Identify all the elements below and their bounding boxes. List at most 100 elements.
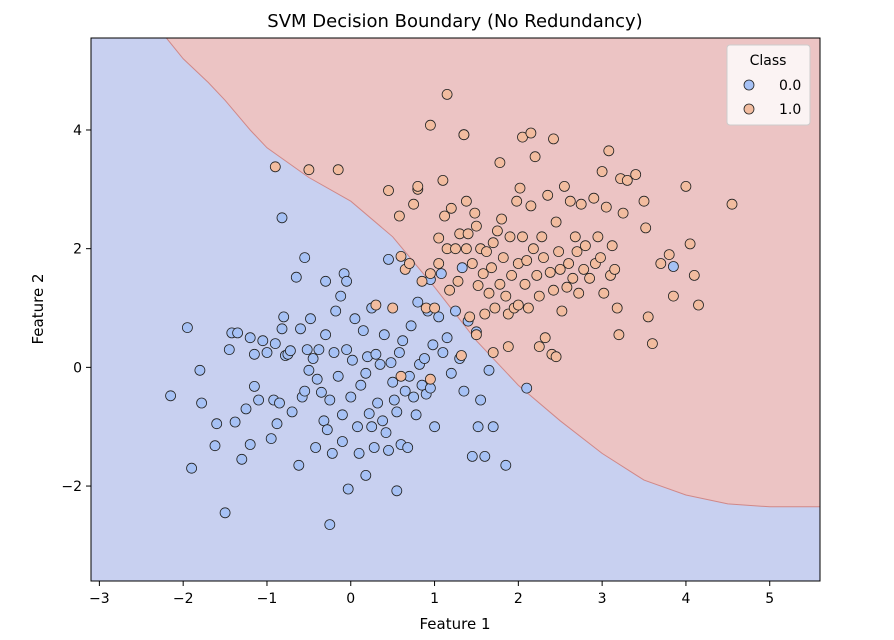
data-point-class-1-60 xyxy=(533,290,545,302)
data-point-class-0-20 xyxy=(265,433,277,445)
data-point-class-1-21 xyxy=(452,275,464,287)
data-point-class-0-37 xyxy=(303,364,315,376)
data-point-class-1-12 xyxy=(424,268,436,280)
data-point-class-1-55 xyxy=(523,302,534,314)
data-point-class-1-7 xyxy=(403,258,415,269)
data-point-class-1-94 xyxy=(609,263,621,275)
data-point-class-0-5 xyxy=(211,418,223,430)
x-tick-label: −2 xyxy=(173,591,194,607)
data-point-class-1-44 xyxy=(500,290,512,302)
data-point-class-0-23 xyxy=(271,418,283,430)
data-point-class-0-63 xyxy=(357,325,369,337)
data-point-class-1-115 xyxy=(441,89,453,100)
data-point-class-1-82 xyxy=(580,240,591,252)
data-point-class-1-128 xyxy=(424,373,436,385)
data-point-class-0-32 xyxy=(293,459,305,471)
data-point-class-1-124 xyxy=(460,195,472,207)
data-point-class-1-52 xyxy=(517,231,528,243)
y-axis-ticks: −2 0 2 4 xyxy=(61,123,91,495)
data-point-class-0-110 xyxy=(475,394,487,406)
data-point-class-0-58 xyxy=(346,354,358,366)
x-tick-label: 4 xyxy=(681,591,690,607)
data-point-class-0-83 xyxy=(399,385,411,397)
data-point-class-1-69 xyxy=(553,246,564,258)
x-tick-label: 3 xyxy=(598,591,607,607)
data-point-class-0-103 xyxy=(450,305,461,317)
data-point-class-1-91 xyxy=(603,145,615,157)
data-point-class-1-1 xyxy=(303,164,315,176)
data-point-class-0-129 xyxy=(360,469,372,481)
data-point-class-0-48 xyxy=(326,447,338,459)
data-point-class-0-117 xyxy=(320,275,332,287)
data-point-class-0-126 xyxy=(391,485,403,497)
y-tick-label: 2 xyxy=(73,242,82,258)
scatter-points xyxy=(165,89,738,530)
data-point-class-0-73 xyxy=(378,329,390,341)
data-point-class-1-63 xyxy=(539,332,551,344)
data-point-class-1-40 xyxy=(491,225,503,237)
data-point-class-0-68 xyxy=(368,442,380,453)
data-point-class-0-35 xyxy=(299,385,311,397)
data-point-class-0-112 xyxy=(483,364,495,376)
data-point-class-0-1 xyxy=(181,322,193,334)
data-point-class-0-128 xyxy=(209,440,221,452)
data-point-class-1-54 xyxy=(521,255,533,266)
data-point-class-0-115 xyxy=(521,382,533,394)
data-point-class-0-61 xyxy=(353,447,365,459)
data-point-class-0-84 xyxy=(402,442,414,453)
data-point-class-0-71 xyxy=(374,358,386,370)
data-point-class-1-70 xyxy=(554,263,566,275)
data-point-class-1-14 xyxy=(433,258,445,269)
data-point-class-0-86 xyxy=(405,320,417,332)
data-point-class-0-16 xyxy=(248,348,260,360)
data-point-class-0-12 xyxy=(240,403,252,415)
data-point-class-0-25 xyxy=(276,323,288,335)
data-point-class-1-72 xyxy=(559,180,570,192)
data-point-class-0-116 xyxy=(299,252,311,264)
data-point-class-0-67 xyxy=(366,421,378,433)
data-point-class-1-122 xyxy=(393,210,405,222)
data-point-class-1-5 xyxy=(395,250,407,262)
data-point-class-1-129 xyxy=(487,347,499,358)
data-point-class-0-105 xyxy=(458,385,470,397)
data-point-class-0-98 xyxy=(433,311,445,323)
data-point-class-1-103 xyxy=(642,311,654,323)
data-point-class-1-113 xyxy=(412,180,424,192)
x-axis-ticks: −3 −2 −1 0 1 2 3 4 5 xyxy=(89,581,774,607)
data-point-class-1-96 xyxy=(613,329,625,341)
data-point-class-0-69 xyxy=(370,348,382,360)
legend: Class 0.0 1.0 xyxy=(726,44,811,126)
data-point-class-1-111 xyxy=(693,299,704,311)
data-point-class-0-47 xyxy=(324,394,336,406)
data-point-class-1-46 xyxy=(504,231,516,243)
data-point-class-1-79 xyxy=(573,287,585,299)
data-point-class-1-31 xyxy=(472,280,484,291)
data-point-class-0-36 xyxy=(301,344,313,356)
data-point-class-0-78 xyxy=(388,394,400,406)
legend-label-class-0: 0.0 xyxy=(779,78,801,94)
data-point-class-1-104 xyxy=(647,338,658,350)
data-point-class-0-113 xyxy=(487,421,499,433)
data-point-class-0-41 xyxy=(311,373,323,385)
data-point-class-1-116 xyxy=(458,129,470,141)
data-point-class-1-18 xyxy=(444,284,456,296)
data-point-class-0-57 xyxy=(345,391,357,403)
data-point-class-1-0 xyxy=(269,161,281,173)
data-point-class-1-86 xyxy=(592,231,604,243)
data-point-class-1-106 xyxy=(663,249,675,261)
data-point-class-0-59 xyxy=(349,313,361,325)
data-point-class-0-49 xyxy=(328,347,340,358)
data-point-class-1-35 xyxy=(481,246,492,258)
data-point-class-0-15 xyxy=(248,380,260,392)
data-point-class-0-109 xyxy=(472,421,484,433)
data-point-class-1-19 xyxy=(445,202,457,214)
data-point-class-0-75 xyxy=(383,444,394,456)
data-point-class-0-51 xyxy=(332,370,344,382)
data-point-class-0-3 xyxy=(194,364,206,376)
data-point-class-1-127 xyxy=(395,370,407,382)
data-point-class-0-19 xyxy=(261,347,273,358)
data-point-class-1-112 xyxy=(726,198,738,210)
data-point-class-1-81 xyxy=(578,263,590,275)
data-point-class-1-20 xyxy=(450,243,461,255)
